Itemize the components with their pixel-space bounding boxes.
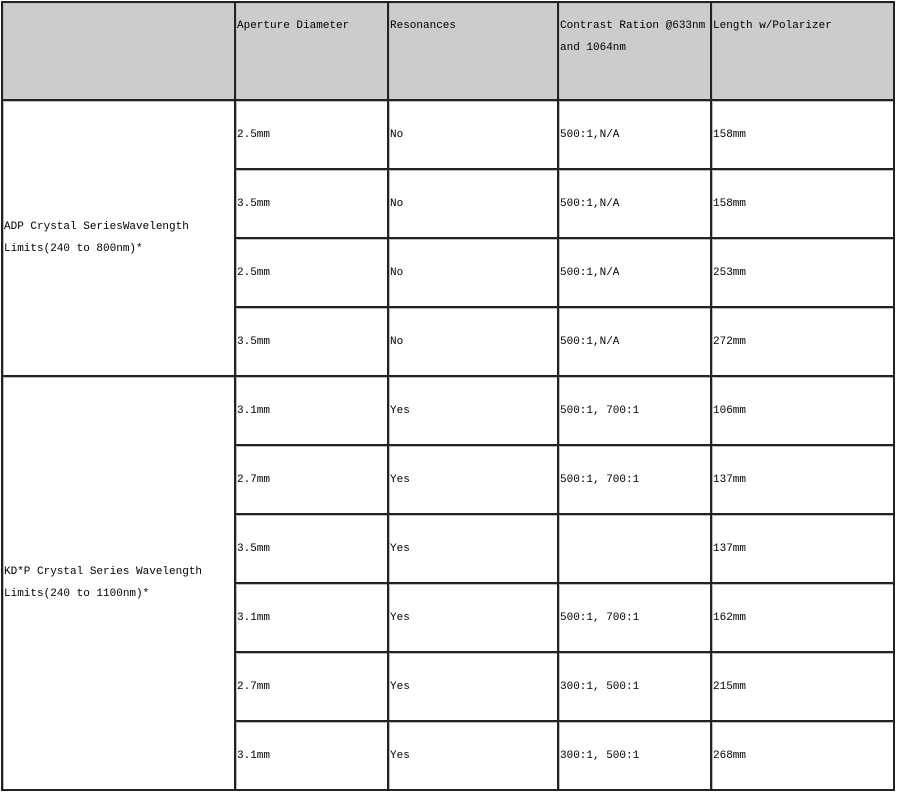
table-row: 2.7mm Yes 500:1, 700:1 137mm <box>2 444 895 515</box>
length-cell: 268mm <box>710 720 895 791</box>
resonances-cell: No <box>387 306 559 377</box>
header-contrast-ratio: Contrast Ration @633nm and 1064nm <box>557 1 712 101</box>
resonances-cell: Yes <box>387 444 559 515</box>
contrast-cell: 500:1,N/A <box>557 237 712 308</box>
header-row: Aperture Diameter Resonances Contrast Ra… <box>1 1 895 101</box>
table-row: 3.5mm No 500:1,N/A 158mm <box>2 168 895 239</box>
aperture-cell: 3.1mm <box>234 720 389 791</box>
resonances-cell: Yes <box>387 513 559 584</box>
table-row: 3.1mm Yes 500:1, 700:1 162mm <box>2 582 895 653</box>
table-row: 3.5mm Yes 137mm <box>2 513 895 584</box>
header-resonances: Resonances <box>387 1 559 101</box>
header-aperture-diameter: Aperture Diameter <box>234 1 389 101</box>
aperture-cell: 2.5mm <box>234 99 389 170</box>
resonances-cell: Yes <box>387 375 559 446</box>
resonances-cell: Yes <box>387 720 559 791</box>
aperture-cell: 3.1mm <box>234 375 389 446</box>
length-cell: 158mm <box>710 168 895 239</box>
aperture-cell: 2.7mm <box>234 444 389 515</box>
table-row: 2.5mm No 500:1,N/A 253mm <box>2 237 895 308</box>
aperture-cell: 2.7mm <box>234 651 389 722</box>
table-row: 2.7mm Yes 300:1, 500:1 215mm <box>2 651 895 722</box>
aperture-cell: 3.5mm <box>234 168 389 239</box>
header-length: Length w/Polarizer <box>710 1 895 101</box>
contrast-cell <box>557 513 712 584</box>
series-label-cell: ADP Crystal SeriesWavelength Limits(240 … <box>1 99 236 377</box>
length-cell: 106mm <box>710 375 895 446</box>
length-cell: 158mm <box>710 99 895 170</box>
length-cell: 215mm <box>710 651 895 722</box>
aperture-cell: 3.1mm <box>234 582 389 653</box>
resonances-cell: Yes <box>387 651 559 722</box>
table-row: ADP Crystal SeriesWavelength Limits(240 … <box>1 99 895 377</box>
series-label-cell: KD*P Crystal Series Wavelength Limits(24… <box>1 375 236 791</box>
resonances-cell: No <box>387 237 559 308</box>
length-cell: 137mm <box>710 444 895 515</box>
resonances-cell: No <box>387 168 559 239</box>
length-cell: 253mm <box>710 237 895 308</box>
contrast-cell: 500:1, 700:1 <box>557 375 712 446</box>
contrast-cell: 500:1,N/A <box>557 168 712 239</box>
length-cell: 162mm <box>710 582 895 653</box>
contrast-cell: 500:1,N/A <box>557 306 712 377</box>
length-cell: 272mm <box>710 306 895 377</box>
aperture-cell: 3.5mm <box>234 306 389 377</box>
contrast-cell: 500:1,N/A <box>557 99 712 170</box>
contrast-cell: 500:1, 700:1 <box>557 582 712 653</box>
length-cell: 137mm <box>710 513 895 584</box>
contrast-cell: 500:1, 700:1 <box>557 444 712 515</box>
resonances-cell: Yes <box>387 582 559 653</box>
table-row: 3.1mm Yes 300:1, 500:1 268mm <box>2 720 895 791</box>
header-blank <box>1 1 236 101</box>
contrast-cell: 300:1, 500:1 <box>557 651 712 722</box>
aperture-cell: 2.5mm <box>234 237 389 308</box>
aperture-cell: 3.5mm <box>234 513 389 584</box>
resonances-cell: No <box>387 99 559 170</box>
table-row: 3.5mm No 500:1,N/A 272mm <box>2 306 895 377</box>
contrast-cell: 300:1, 500:1 <box>557 720 712 791</box>
table-row: KD*P Crystal Series Wavelength Limits(24… <box>1 375 895 791</box>
